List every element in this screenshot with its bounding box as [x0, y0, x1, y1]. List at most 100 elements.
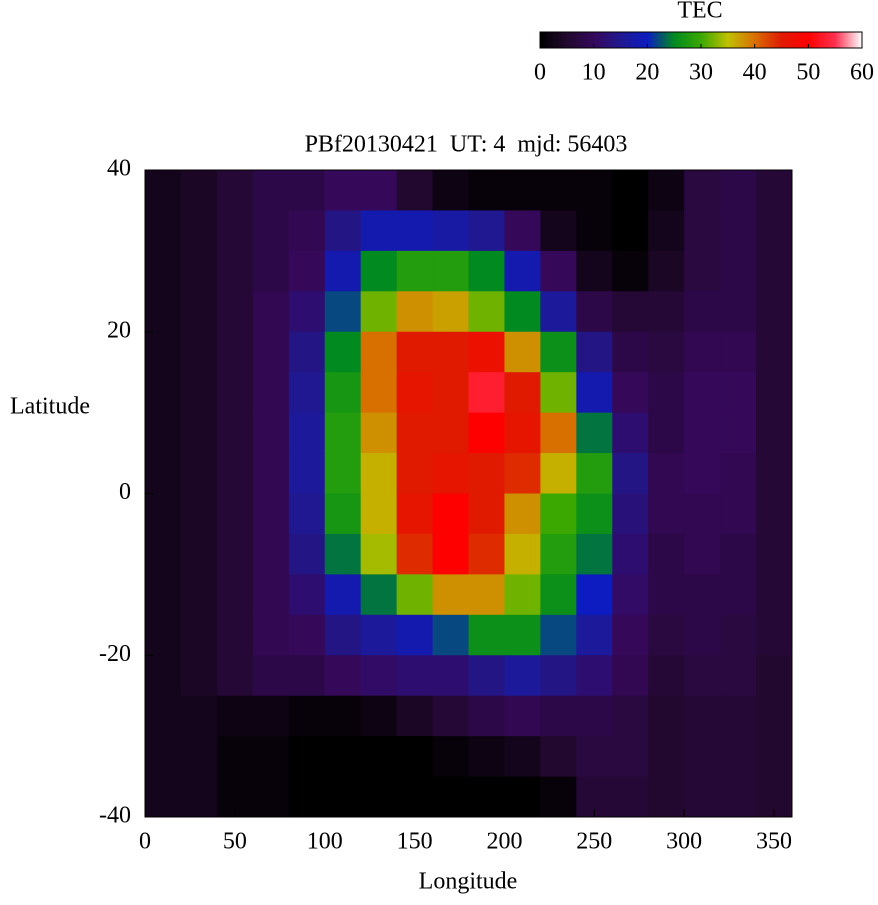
heat-cell — [576, 331, 613, 373]
heat-cell — [540, 736, 577, 778]
heat-cell — [468, 776, 505, 818]
colorbar-label: TEC — [677, 0, 722, 24]
heat-cell — [576, 210, 613, 252]
heat-cell — [756, 170, 793, 211]
heat-cell — [504, 655, 541, 697]
heat-cell — [648, 493, 685, 535]
heat-cell — [720, 655, 757, 697]
heat-cell — [145, 533, 182, 575]
heat-cell — [216, 331, 254, 373]
heat-cell — [540, 574, 577, 616]
colorbar-tick-label: 60 — [850, 60, 874, 86]
heat-cell — [396, 372, 434, 414]
heat-cell — [216, 493, 254, 535]
heat-cell — [252, 776, 290, 818]
heat-cell — [396, 291, 434, 333]
heat-cell — [504, 533, 541, 575]
heat-cell — [324, 291, 362, 333]
heat-cell — [504, 170, 541, 211]
heat-cell — [720, 493, 757, 535]
heat-cell — [684, 250, 721, 292]
heat-cell — [288, 372, 326, 414]
heat-cell — [684, 170, 721, 211]
heat-cell — [180, 533, 218, 575]
heat-cell — [756, 331, 793, 373]
heat-cell — [612, 412, 649, 454]
heat-cell — [396, 695, 434, 737]
heat-cell — [756, 493, 793, 535]
x-tick-label: 150 — [397, 829, 433, 855]
heat-cell — [612, 655, 649, 697]
heat-cell — [216, 210, 254, 252]
heat-cell — [216, 170, 254, 211]
heat-cell — [684, 453, 721, 494]
heat-cell — [145, 170, 182, 211]
heat-cell — [288, 170, 326, 211]
heat-cell — [252, 412, 290, 454]
heat-cell — [324, 372, 362, 414]
heat-cell — [504, 574, 541, 616]
heat-cell — [612, 331, 649, 373]
heat-cell — [288, 655, 326, 697]
heat-cell — [216, 574, 254, 616]
heat-cell — [756, 533, 793, 575]
x-tick-label: 50 — [223, 829, 247, 855]
heat-cell — [648, 736, 685, 778]
heat-cell — [396, 331, 434, 373]
x-tick-label: 350 — [756, 829, 792, 855]
heat-cell — [684, 533, 721, 575]
heat-cell — [504, 736, 541, 778]
heat-cell — [324, 412, 362, 454]
heat-cell — [252, 170, 290, 211]
heat-cell — [432, 776, 469, 818]
heat-cell — [432, 655, 469, 697]
heat-cell — [504, 291, 541, 333]
heat-cell — [396, 412, 434, 454]
heat-cell — [324, 453, 362, 494]
heat-cell — [468, 614, 505, 656]
heat-cell — [756, 412, 793, 454]
heat-cell — [180, 493, 218, 535]
heat-cell — [540, 453, 577, 494]
heat-cell — [468, 695, 505, 737]
heat-cell — [432, 331, 469, 373]
heat-cell — [540, 776, 577, 818]
heat-cell — [145, 453, 182, 494]
heat-cell — [360, 655, 398, 697]
heat-cell — [432, 453, 469, 494]
heat-cell — [396, 170, 434, 211]
heat-cell — [468, 493, 505, 535]
heat-cell — [145, 574, 182, 616]
heat-cell — [504, 210, 541, 252]
heat-cell — [432, 695, 469, 737]
heat-cell — [540, 250, 577, 292]
heat-cell — [288, 210, 326, 252]
heat-cell — [468, 655, 505, 697]
heat-cell — [612, 250, 649, 292]
heat-cell — [252, 372, 290, 414]
heat-cell — [648, 776, 685, 818]
heat-cell — [360, 412, 398, 454]
heat-cell — [360, 695, 398, 737]
heat-cell — [648, 614, 685, 656]
heat-cell — [432, 614, 469, 656]
heat-cell — [648, 291, 685, 333]
heat-cell — [432, 210, 469, 252]
heat-cell — [288, 453, 326, 494]
heat-cell — [648, 331, 685, 373]
heat-cell — [288, 574, 326, 616]
heat-cell — [756, 210, 793, 252]
heat-cell — [612, 291, 649, 333]
heat-cell — [180, 574, 218, 616]
heat-cell — [684, 210, 721, 252]
heat-cell — [576, 614, 613, 656]
heat-cell — [756, 695, 793, 737]
heat-cell — [180, 372, 218, 414]
heat-cell — [468, 331, 505, 373]
heat-cell — [324, 210, 362, 252]
heat-cell — [145, 331, 182, 373]
heat-cell — [468, 574, 505, 616]
heat-cell — [360, 776, 398, 818]
heat-cell — [180, 210, 218, 252]
heat-cell — [180, 453, 218, 494]
